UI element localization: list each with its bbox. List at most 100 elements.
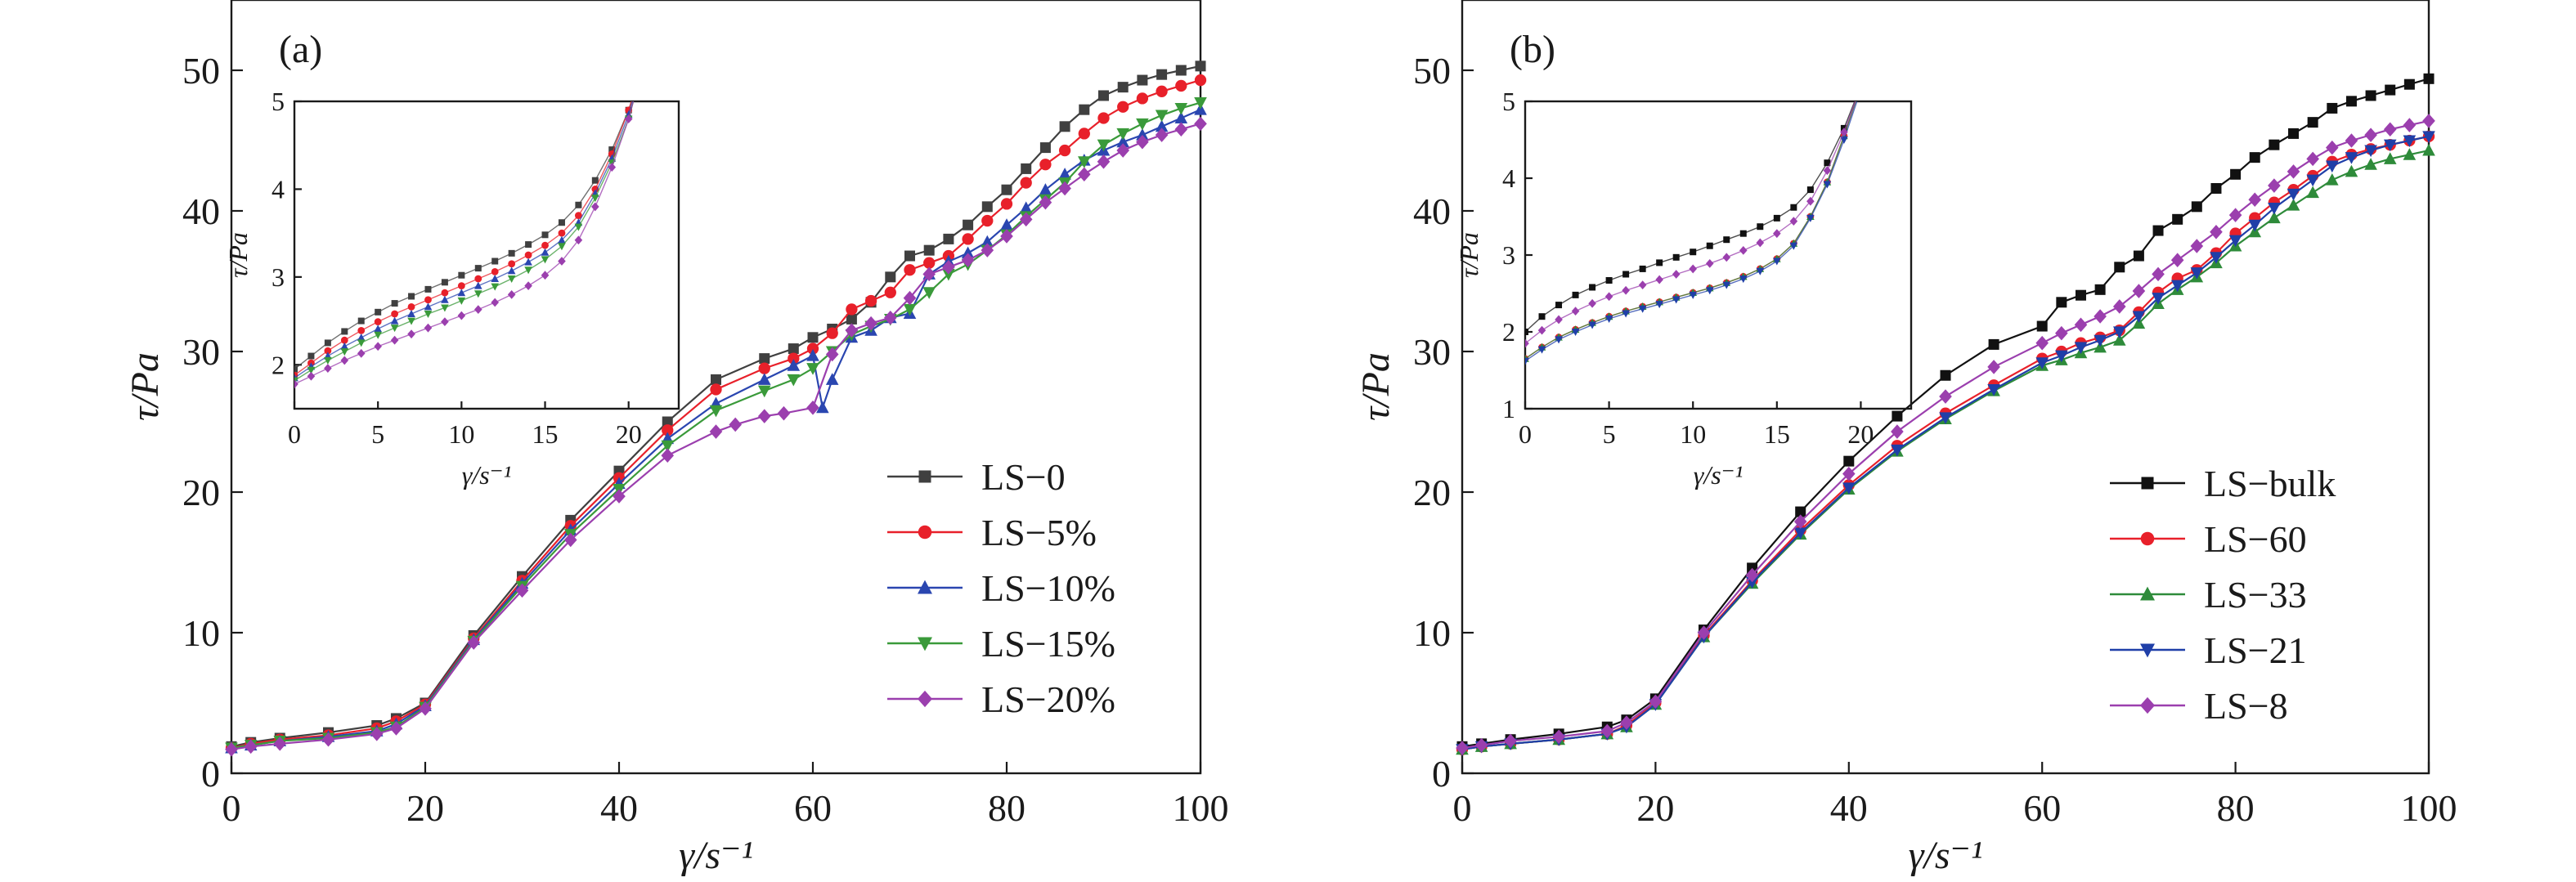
- data-point: [1987, 360, 2000, 374]
- inset-data-point: [1537, 346, 1546, 354]
- inset-data-point: [558, 229, 566, 237]
- x-tick-label: 40: [1830, 787, 1868, 829]
- inset-data-point: [591, 177, 599, 184]
- data-point: [1892, 410, 1903, 422]
- data-point: [2230, 168, 2242, 180]
- data-point: [2190, 239, 2204, 253]
- x-axis-label: γ/s⁻¹: [679, 834, 753, 877]
- data-point: [922, 287, 936, 299]
- inset-x-tick-label: 5: [1603, 419, 1616, 449]
- data-point: [419, 701, 432, 716]
- inset-data-point: [1672, 253, 1680, 261]
- data-point: [1136, 128, 1149, 141]
- data-point: [2170, 280, 2184, 293]
- data-point: [825, 373, 839, 385]
- data-point: [1174, 102, 1188, 115]
- data-point: [845, 323, 859, 338]
- data-point: [467, 635, 481, 650]
- data-point: [2306, 151, 2319, 167]
- data-point: [864, 316, 877, 331]
- data-point: [1136, 118, 1149, 131]
- inset-data-point: [1722, 281, 1731, 289]
- inset-data-point: [1525, 329, 1528, 335]
- data-point: [981, 214, 994, 227]
- inset-data-point: [424, 285, 432, 293]
- inset-data-point: [1672, 296, 1681, 304]
- data-point: [709, 424, 723, 439]
- inset-data-point: [608, 146, 616, 154]
- inset-data-point: [375, 308, 382, 316]
- inset-data-point: [558, 219, 565, 226]
- data-point: [1174, 111, 1188, 123]
- inset-data-point: [1571, 307, 1580, 316]
- inset-y-tick-label: 5: [272, 87, 285, 116]
- inset-data-point: [1705, 258, 1714, 268]
- inset-data-point: [374, 342, 382, 351]
- data-point: [1059, 121, 1070, 132]
- data-point: [759, 353, 770, 365]
- data-point: [2385, 84, 2396, 96]
- data-point: [1891, 444, 1904, 457]
- data-point: [806, 401, 819, 415]
- inset-data-point: [1604, 316, 1613, 324]
- data-point: [1078, 128, 1090, 140]
- data-point: [2094, 309, 2107, 324]
- inset-data-point: [1823, 166, 1832, 175]
- inset-chart: 0 5 10 15 20 1 2 3 4 5 γ/s⁻¹ τ/Pa: [1454, 87, 1913, 490]
- data-point: [2345, 133, 2358, 148]
- panel-label: (a): [279, 28, 322, 71]
- data-point: [864, 294, 877, 307]
- data-point: [981, 201, 993, 213]
- data-point: [1097, 139, 1111, 152]
- inset-data-point: [1773, 229, 1781, 239]
- y-tick-label: 20: [182, 472, 220, 513]
- data-point: [1079, 104, 1090, 115]
- inset-data-point: [574, 212, 582, 220]
- inset-data-point: [1824, 159, 1831, 167]
- data-point: [2112, 299, 2126, 314]
- data-point: [2094, 284, 2106, 295]
- data-point: [1039, 159, 1052, 171]
- data-point: [2055, 325, 2068, 341]
- data-point: [1939, 389, 1952, 404]
- inset-data-point: [1622, 285, 1630, 295]
- data-point: [2190, 267, 2204, 280]
- data-point: [2287, 188, 2300, 201]
- inset-data-point: [1639, 265, 1646, 272]
- data-point: [1504, 733, 1517, 749]
- data-point: [2248, 192, 2262, 208]
- data-point: [846, 303, 858, 316]
- data-point: [1175, 65, 1187, 76]
- inset-data-point: [1705, 287, 1714, 295]
- panel-a: 0 20 40 60 80 10001020304050γ/s⁻¹τ/Pa(a)LS−0L…: [123, 0, 1229, 877]
- data-point: [1098, 90, 1109, 101]
- data-point: [321, 732, 335, 747]
- data-point: [1019, 201, 1033, 214]
- inset-data-point: [474, 275, 482, 283]
- data-point: [1552, 729, 1565, 745]
- legend-marker: [918, 580, 932, 594]
- data-point: [1019, 212, 1033, 227]
- data-point: [2074, 317, 2088, 333]
- legend-entry: LS−0: [981, 456, 1066, 498]
- data-point: [370, 727, 384, 741]
- data-point: [1194, 74, 1207, 87]
- data-point: [981, 243, 994, 257]
- data-point: [2112, 326, 2126, 339]
- inset-data-point: [1605, 277, 1613, 284]
- legend-entry: LS−20%: [981, 678, 1115, 720]
- inset-chart: 0 5 10 15 20 2 3 4 5 γ/s⁻¹ τ/Pa: [223, 87, 680, 490]
- data-point: [1194, 97, 1207, 110]
- inset-data-point: [507, 275, 516, 284]
- data-point: [661, 448, 675, 463]
- data-point: [1116, 143, 1129, 158]
- data-point: [515, 583, 529, 598]
- data-point: [709, 405, 723, 418]
- inset-data-point: [1823, 181, 1832, 189]
- data-point: [788, 352, 800, 365]
- inset-x-tick-label: 0: [1519, 419, 1532, 449]
- data-point: [777, 405, 791, 421]
- inset-x-axis-label: γ/s⁻¹: [462, 460, 511, 490]
- inset-data-point: [1706, 242, 1713, 249]
- x-tick-label: 80: [988, 787, 1025, 829]
